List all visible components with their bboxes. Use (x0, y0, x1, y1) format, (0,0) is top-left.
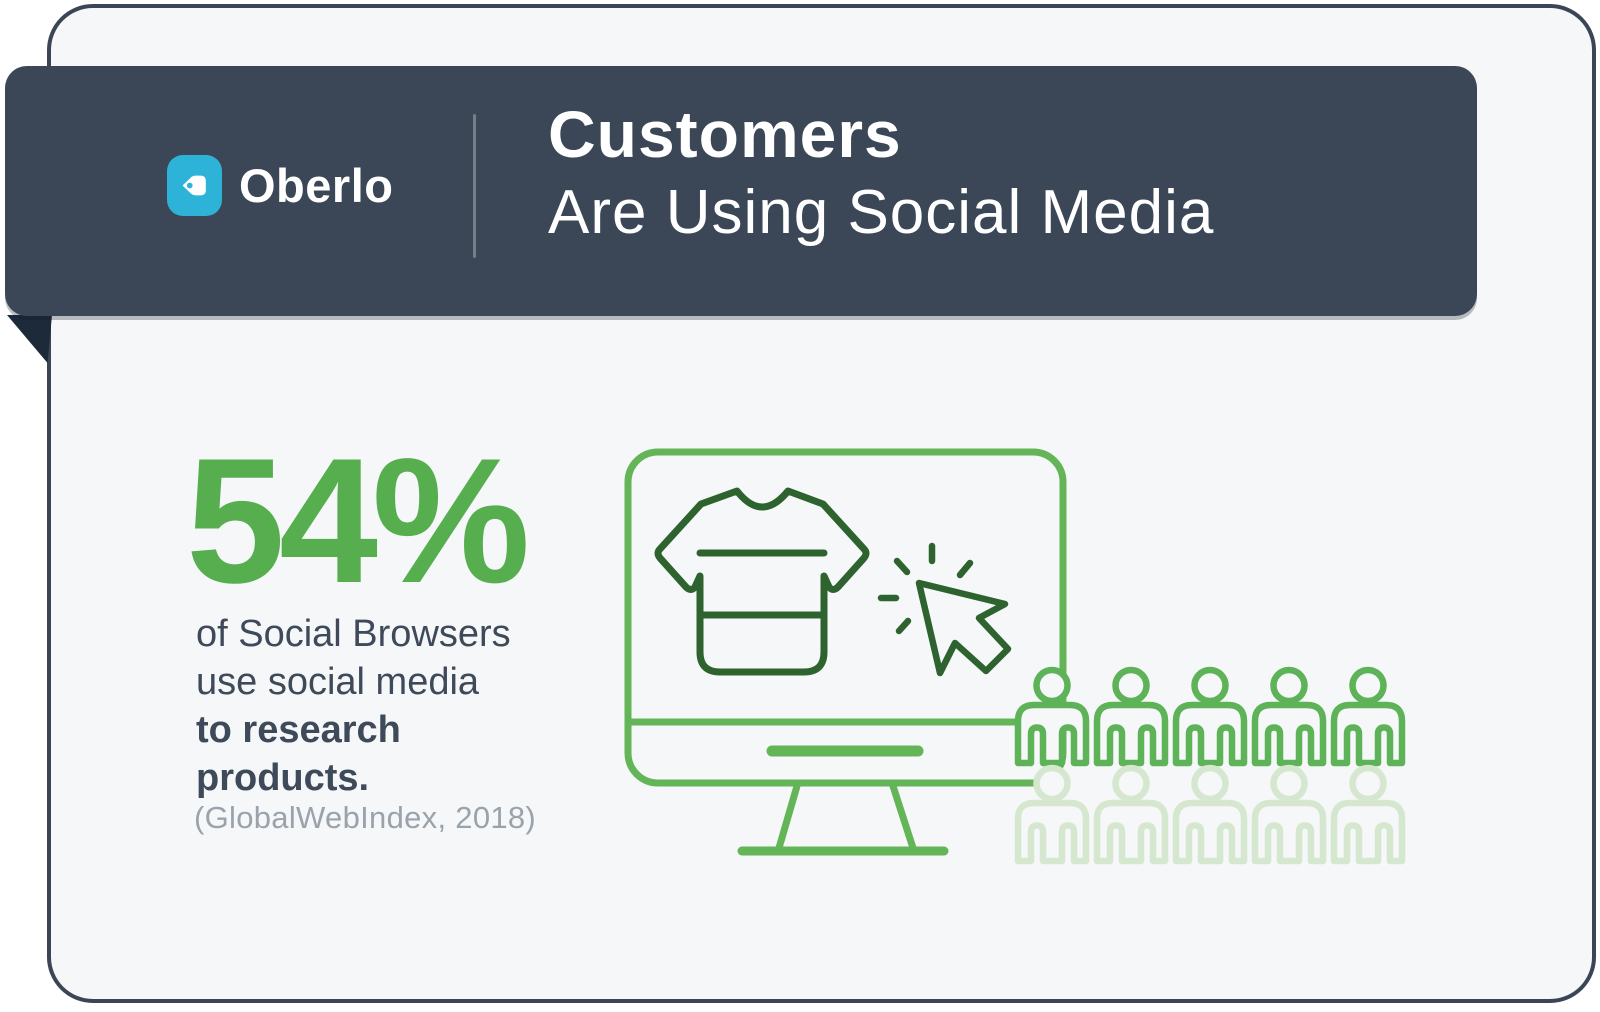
brand-name: Oberlo (239, 159, 394, 212)
banner-fold-corner (7, 315, 52, 363)
header-divider (473, 114, 476, 258)
people-pictograph (1018, 670, 1402, 861)
person-icon (1334, 768, 1402, 861)
person-icon (1018, 670, 1086, 763)
person-icon (1334, 670, 1402, 763)
person-icon (1176, 768, 1244, 861)
header-banner: Oberlo Customers Are Using Social Media (5, 66, 1477, 316)
price-tag-icon (182, 175, 206, 196)
person-icon (1097, 768, 1165, 861)
monitor-icon (624, 448, 1067, 856)
stat-desc-line: use social media (196, 661, 480, 703)
click-cursor-icon (877, 542, 1012, 677)
stat-desc-line-bold: to research (196, 709, 401, 751)
illustration-svg (624, 448, 1480, 880)
stat-desc-line-bold: products. (196, 757, 370, 799)
oberlo-logo (167, 155, 222, 216)
oberlo-brand: Oberlo (167, 155, 393, 216)
person-icon (1176, 670, 1244, 763)
title-line-2: Are Using Social Media (548, 178, 1215, 247)
title-line-1: Customers (548, 97, 902, 171)
tshirt-icon (654, 487, 870, 676)
person-icon (1255, 768, 1323, 861)
page-title: Customers Are Using Social Media (548, 94, 1214, 252)
stat-description: of Social Browsers use social media to r… (196, 610, 511, 802)
stat-value: 54% (186, 421, 530, 620)
stat-source: (GlobalWebIndex, 2018) (194, 800, 537, 835)
person-icon (1097, 670, 1165, 763)
person-icon (1255, 670, 1323, 763)
stat-desc-line: of Social Browsers (196, 613, 511, 655)
